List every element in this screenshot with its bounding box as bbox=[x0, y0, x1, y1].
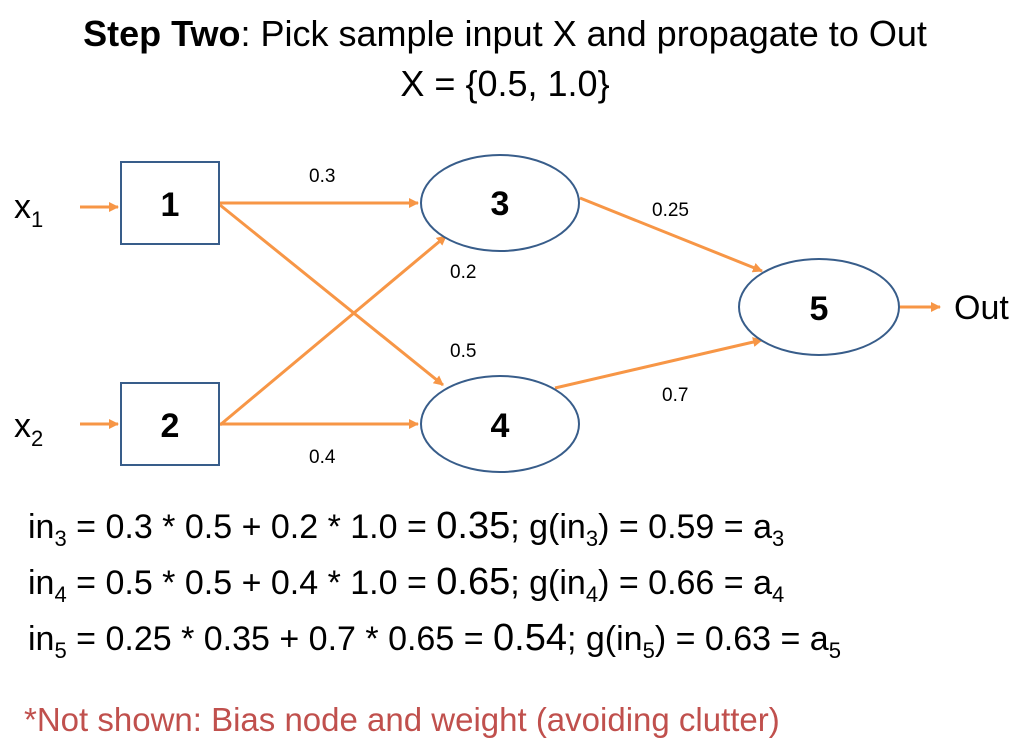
edge-2-3 bbox=[219, 234, 447, 427]
network-diagram: 1 2 3 4 5 x1 x2 Out 0.3 0.2 0.5 0.4 0.25… bbox=[14, 154, 1009, 473]
eq2-lhs-sub: 4 bbox=[54, 581, 67, 607]
input-label-x1: x1 bbox=[14, 188, 43, 232]
eq1-lhs-sub: 3 bbox=[54, 525, 67, 551]
node-1-box bbox=[120, 161, 220, 245]
eq3-g-sub: 5 bbox=[642, 637, 655, 663]
eq2-tail: ) = 0.66 = a bbox=[598, 564, 772, 602]
eq3-a-sub: 5 bbox=[828, 637, 841, 663]
node-3-label: 3 bbox=[491, 185, 510, 223]
weight-1-4: 0.5 bbox=[450, 341, 476, 362]
edge-1-4 bbox=[219, 203, 444, 387]
eq3-tail: ) = 0.63 = a bbox=[654, 620, 829, 658]
weight-4-5: 0.7 bbox=[662, 385, 688, 406]
node-5-label: 5 bbox=[810, 290, 829, 328]
eq1-tail: ) = 0.59 = a bbox=[598, 508, 772, 546]
title-text: : Pick sample input X and propagate to O… bbox=[240, 13, 927, 54]
eq1-expr: = 0.3 * 0.5 + 0.2 * 1.0 = bbox=[66, 508, 437, 546]
edge-4-5 bbox=[554, 337, 763, 390]
equation-in5: in5 = 0.25 * 0.35 + 0.7 * 0.65 = 0.54; g… bbox=[28, 616, 841, 673]
weight-3-5: 0.25 bbox=[652, 200, 689, 221]
eq1-g-sub: 3 bbox=[585, 525, 599, 551]
eq2-g-sub: 4 bbox=[585, 581, 599, 607]
eq1-result: 0.35 bbox=[436, 505, 511, 547]
input-label-x2: x2 bbox=[14, 407, 43, 451]
node-4-ellipse bbox=[420, 375, 580, 473]
node-2-box bbox=[120, 382, 220, 466]
input-x1-sub: 1 bbox=[31, 207, 43, 232]
eq2-a-sub: 4 bbox=[772, 581, 785, 607]
weight-1-3: 0.3 bbox=[309, 166, 335, 187]
input-x1-name: x bbox=[14, 188, 31, 226]
node-1-label: 1 bbox=[161, 186, 180, 224]
equation-in3: in3 = 0.3 * 0.5 + 0.2 * 1.0 = 0.35; g(in… bbox=[28, 504, 784, 561]
eq3-expr: = 0.25 * 0.35 + 0.7 * 0.65 = bbox=[66, 620, 493, 658]
input-x2-name: x bbox=[14, 407, 31, 445]
eq1-lhs: in bbox=[28, 508, 55, 546]
slide-title: Step Two: Pick sample input X and propag… bbox=[0, 12, 1010, 56]
node-2-label: 2 bbox=[161, 407, 180, 445]
node-3-ellipse bbox=[420, 154, 580, 252]
footnote: *Not shown: Bias node and weight (avoidi… bbox=[24, 701, 780, 738]
weight-2-3: 0.2 bbox=[450, 262, 476, 283]
eq2-g: ; g(in bbox=[510, 564, 586, 602]
equation-in4: in4 = 0.5 * 0.5 + 0.4 * 1.0 = 0.65; g(in… bbox=[28, 560, 784, 617]
eq3-result: 0.54 bbox=[493, 617, 567, 659]
input-x2-sub: 2 bbox=[31, 426, 43, 451]
title-step: Step Two bbox=[83, 13, 241, 54]
eq1-g: ; g(in bbox=[510, 508, 586, 546]
eq1-a-sub: 3 bbox=[772, 525, 785, 551]
eq2-result: 0.65 bbox=[436, 561, 511, 603]
node-4-label: 4 bbox=[491, 407, 510, 445]
node-5-ellipse bbox=[738, 258, 900, 356]
eq3-lhs: in bbox=[28, 620, 55, 658]
eq2-expr: = 0.5 * 0.5 + 0.4 * 1.0 = bbox=[66, 564, 437, 602]
weight-2-4: 0.4 bbox=[309, 447, 336, 468]
eq3-g: ; g(in bbox=[566, 620, 643, 658]
eq3-lhs-sub: 5 bbox=[54, 637, 67, 663]
eq2-lhs: in bbox=[28, 564, 55, 602]
sample-input: X = {0.5, 1.0} bbox=[400, 63, 610, 104]
edge-3-5 bbox=[579, 196, 763, 273]
output-label: Out bbox=[954, 289, 1009, 327]
